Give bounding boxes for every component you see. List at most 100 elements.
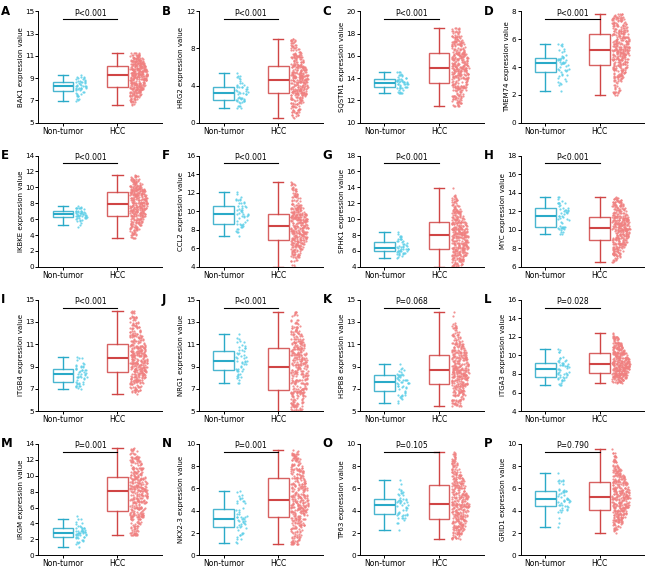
- Point: [133, 516, 143, 525]
- Point: [300, 369, 311, 378]
- Point: [622, 40, 632, 49]
- Point: [450, 494, 461, 503]
- Text: G: G: [323, 149, 333, 162]
- Point: [136, 215, 146, 224]
- Point: [462, 379, 473, 388]
- Point: [133, 485, 143, 494]
- Point: [613, 510, 623, 519]
- Point: [292, 497, 303, 506]
- Point: [75, 220, 86, 230]
- Point: [623, 218, 634, 227]
- Point: [296, 230, 307, 239]
- Point: [131, 319, 141, 328]
- Point: [130, 233, 140, 242]
- Point: [131, 57, 141, 67]
- Point: [290, 477, 300, 486]
- Point: [456, 64, 467, 73]
- Point: [451, 218, 462, 227]
- Point: [131, 499, 141, 508]
- Point: [450, 245, 460, 254]
- Point: [448, 368, 458, 377]
- Point: [289, 214, 299, 223]
- Point: [296, 223, 307, 232]
- Point: [451, 524, 462, 533]
- Point: [294, 244, 305, 253]
- Point: [553, 64, 564, 73]
- Point: [294, 352, 304, 362]
- Point: [293, 514, 304, 523]
- Point: [127, 444, 138, 453]
- Point: [135, 456, 145, 466]
- Point: [451, 215, 462, 224]
- Point: [296, 220, 306, 230]
- Point: [286, 211, 296, 220]
- Point: [619, 238, 629, 247]
- Point: [612, 332, 622, 342]
- Point: [289, 60, 299, 69]
- Point: [612, 235, 623, 245]
- Point: [608, 360, 618, 369]
- Point: [289, 223, 300, 232]
- Point: [395, 87, 405, 96]
- Point: [294, 242, 304, 251]
- Point: [450, 529, 461, 538]
- Point: [619, 492, 630, 501]
- Point: [127, 457, 137, 466]
- Point: [302, 486, 313, 495]
- Point: [287, 459, 298, 468]
- Point: [623, 498, 634, 507]
- Point: [127, 100, 137, 110]
- Point: [77, 378, 88, 387]
- Point: [296, 210, 307, 219]
- Point: [613, 513, 623, 522]
- Point: [609, 54, 619, 63]
- Point: [127, 185, 138, 194]
- Point: [232, 348, 242, 357]
- Point: [614, 367, 625, 376]
- Point: [616, 505, 627, 514]
- Point: [291, 338, 302, 347]
- Point: [457, 224, 467, 234]
- Point: [619, 222, 630, 231]
- Point: [397, 382, 408, 391]
- Point: [302, 361, 312, 370]
- Point: [74, 354, 85, 363]
- Point: [622, 502, 632, 511]
- Point: [293, 229, 304, 238]
- Point: [289, 249, 300, 258]
- Point: [136, 470, 146, 479]
- Point: [610, 73, 620, 82]
- Point: [448, 65, 459, 74]
- Point: [621, 502, 631, 511]
- Point: [452, 205, 463, 214]
- Point: [619, 24, 629, 33]
- Point: [296, 232, 306, 242]
- Point: [131, 200, 141, 209]
- Point: [450, 514, 461, 523]
- Point: [137, 488, 148, 498]
- Point: [447, 78, 457, 87]
- Point: [608, 69, 619, 78]
- Point: [456, 476, 466, 486]
- Point: [137, 185, 148, 195]
- Point: [291, 191, 301, 200]
- Point: [447, 534, 457, 543]
- Point: [396, 235, 406, 244]
- Point: [133, 455, 143, 464]
- Point: [294, 519, 304, 528]
- Point: [298, 486, 309, 495]
- Point: [134, 518, 144, 528]
- Point: [287, 41, 297, 51]
- Point: [300, 215, 311, 224]
- Text: P<0.001: P<0.001: [74, 297, 107, 306]
- Point: [295, 52, 306, 61]
- Point: [296, 238, 307, 247]
- Point: [452, 397, 463, 406]
- Point: [608, 460, 619, 469]
- Point: [449, 390, 460, 400]
- Point: [608, 332, 618, 342]
- Point: [618, 369, 628, 378]
- Point: [457, 378, 467, 387]
- Point: [450, 211, 460, 220]
- Point: [618, 56, 628, 65]
